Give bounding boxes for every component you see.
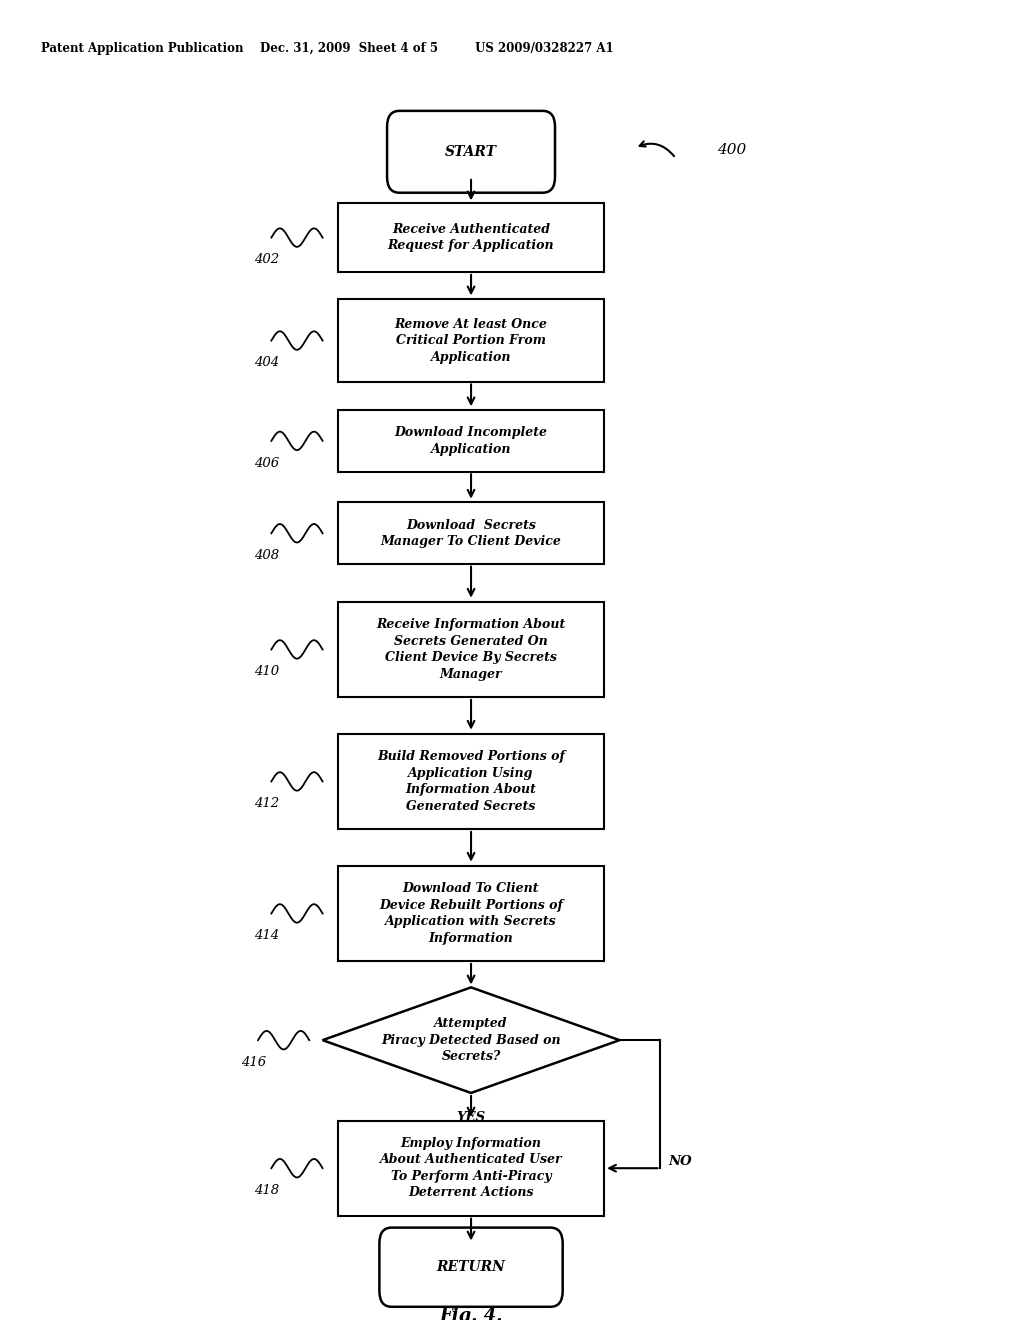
Text: Fig. 4.: Fig. 4.	[439, 1307, 503, 1320]
Text: 404: 404	[254, 356, 280, 370]
FancyBboxPatch shape	[387, 111, 555, 193]
Bar	[338, 409, 604, 471]
FancyBboxPatch shape	[379, 1228, 563, 1307]
Text: 408: 408	[254, 549, 280, 562]
Bar	[338, 502, 604, 565]
Bar	[338, 203, 604, 272]
Text: 400: 400	[717, 144, 746, 157]
Text: 402: 402	[254, 253, 280, 267]
Text: 416: 416	[241, 1056, 266, 1069]
Text: Patent Application Publication    Dec. 31, 2009  Sheet 4 of 5         US 2009/03: Patent Application Publication Dec. 31, …	[41, 42, 613, 55]
Text: 410: 410	[254, 665, 280, 678]
Text: Receive Authenticated
Request for Application: Receive Authenticated Request for Applic…	[388, 223, 554, 252]
Bar	[338, 602, 604, 697]
Text: Remove At least Once
Critical Portion From
Application: Remove At least Once Critical Portion Fr…	[394, 318, 548, 363]
Text: YES: YES	[457, 1111, 485, 1125]
Bar	[338, 298, 604, 383]
Text: 418: 418	[254, 1184, 280, 1197]
Text: RETURN: RETURN	[436, 1261, 506, 1274]
Text: 406: 406	[254, 457, 280, 470]
Text: Download  Secrets
Manager To Client Device: Download Secrets Manager To Client Devic…	[381, 519, 561, 548]
Text: 412: 412	[254, 797, 280, 810]
Text: Download Incomplete
Application: Download Incomplete Application	[394, 426, 548, 455]
Text: Attempted
Piracy Detected Based on
Secrets?: Attempted Piracy Detected Based on Secre…	[381, 1018, 561, 1063]
Bar	[338, 1121, 604, 1216]
Text: START: START	[445, 145, 497, 158]
Text: Employ Information
About Authenticated User
To Perform Anti-Piracy
Deterrent Act: Employ Information About Authenticated U…	[380, 1137, 562, 1200]
Text: NO: NO	[669, 1155, 692, 1168]
Bar	[338, 734, 604, 829]
Text: Download To Client
Device Rebuilt Portions of
Application with Secrets
Informati: Download To Client Device Rebuilt Portio…	[379, 882, 563, 945]
Polygon shape	[323, 987, 620, 1093]
Text: 414: 414	[254, 929, 280, 942]
Text: Receive Information About
Secrets Generated On
Client Device By Secrets
Manager: Receive Information About Secrets Genera…	[377, 618, 565, 681]
Text: Build Removed Portions of
Application Using
Information About
Generated Secrets: Build Removed Portions of Application Us…	[377, 750, 565, 813]
Bar	[338, 866, 604, 961]
